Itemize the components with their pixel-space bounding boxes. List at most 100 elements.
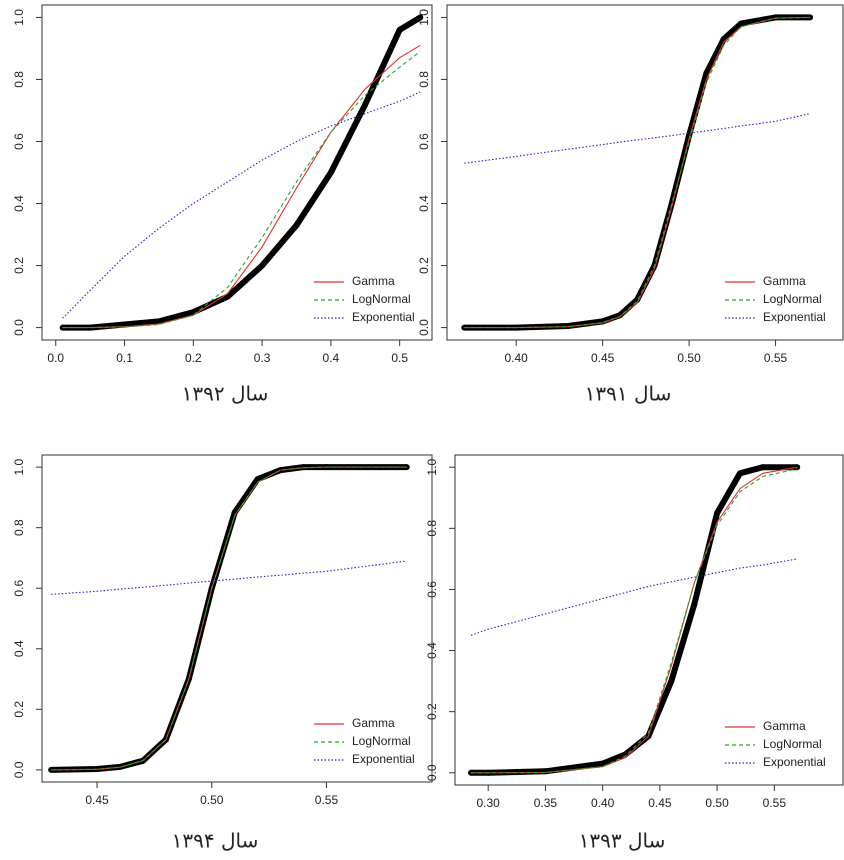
legend-label: Exponential [763, 310, 826, 324]
cdf-line [62, 51, 421, 329]
x-tick-label: 0.45 [591, 351, 615, 365]
empirical-point [542, 768, 549, 775]
x-tick-label: 0.55 [763, 796, 787, 810]
y-tick-label: 0.4 [12, 195, 26, 212]
legend-label: LogNormal [352, 734, 411, 748]
legend-label: LogNormal [763, 737, 822, 751]
x-tick-label: 0.40 [504, 351, 528, 365]
empirical-point [155, 318, 162, 325]
x-tick-label: 0.55 [315, 793, 339, 807]
cdf-line [471, 468, 798, 774]
x-tick-label: 0.3 [254, 351, 271, 365]
panel-caption: سال ۱۳۹۱ [585, 382, 672, 406]
y-tick-label: 0.2 [417, 257, 431, 274]
empirical-point [720, 36, 727, 43]
x-tick-label: 0.2 [185, 351, 202, 365]
empirical-point [736, 470, 743, 477]
x-tick-label: 0.40 [591, 796, 615, 810]
y-tick-label: 0.2 [425, 703, 439, 720]
plot-frame [41, 4, 433, 341]
y-tick-label: 0.8 [12, 519, 26, 536]
empirical-point [565, 323, 572, 330]
legend-label: Gamma [763, 274, 806, 288]
empirical-point [668, 678, 675, 685]
cdf-line [51, 466, 407, 771]
y-tick-label: 1.0 [12, 9, 26, 26]
y-tick-label: 0.8 [12, 71, 26, 88]
empirical-point [759, 464, 766, 471]
x-tick-label: 0.50 [705, 796, 729, 810]
y-tick-label: 0.8 [425, 520, 439, 537]
y-tick-label: 0.6 [417, 133, 431, 150]
y-tick-label: 0.6 [425, 581, 439, 598]
empirical-point [300, 464, 307, 471]
y-tick-label: 0.0 [417, 319, 431, 336]
cdf-line [51, 560, 407, 595]
empirical-point [703, 70, 710, 77]
plot-frame [41, 454, 433, 783]
empirical-point [691, 601, 698, 608]
x-tick-label: 0.30 [477, 796, 501, 810]
legend-label: Gamma [763, 719, 806, 733]
y-tick-label: 1.0 [12, 458, 26, 475]
empirical-point [417, 14, 424, 21]
y-tick-label: 0.0 [12, 319, 26, 336]
x-tick-label: 0.50 [677, 351, 701, 365]
legend-label: Gamma [352, 274, 395, 288]
legend-label: Exponential [763, 755, 826, 769]
y-tick-label: 1.0 [425, 459, 439, 476]
empirical-point [254, 476, 261, 483]
legend-label: Gamma [352, 716, 395, 730]
y-tick-label: 0.0 [12, 761, 26, 778]
empirical-point [48, 766, 55, 773]
x-tick-label: 0.0 [47, 351, 64, 365]
empirical-line [471, 464, 798, 776]
panel-caption: سال ۱۳۹۳ [579, 829, 666, 853]
empirical-point [714, 510, 721, 517]
empirical-point [737, 20, 744, 27]
cdf-line [62, 91, 421, 319]
cdf-line [464, 113, 811, 164]
empirical-point [807, 14, 814, 21]
plot-frame [454, 454, 844, 786]
empirical-point [293, 222, 300, 229]
x-tick-label: 0.1 [116, 351, 133, 365]
plot-frame [446, 4, 844, 341]
legend-label: Exponential [352, 310, 415, 324]
empirical-point [772, 14, 779, 21]
empirical-point [121, 321, 128, 328]
x-tick-label: 0.45 [85, 793, 109, 807]
y-tick-label: 0.4 [417, 195, 431, 212]
x-tick-label: 0.35 [534, 796, 558, 810]
empirical-point [396, 26, 403, 33]
y-tick-label: 0.4 [425, 642, 439, 659]
x-tick-label: 0.45 [648, 796, 672, 810]
y-tick-label: 0.8 [417, 71, 431, 88]
empirical-point [794, 464, 801, 471]
x-tick-label: 0.4 [323, 351, 340, 365]
y-tick-label: 0.6 [12, 133, 26, 150]
x-tick-label: 0.55 [764, 351, 788, 365]
empirical-point [327, 169, 334, 176]
cdf-line [464, 16, 811, 329]
empirical-point [362, 101, 369, 108]
cdf-line [464, 16, 811, 329]
y-tick-label: 0.6 [12, 580, 26, 597]
legend-label: Exponential [352, 752, 415, 766]
empirical-point [599, 760, 606, 767]
legend-label: LogNormal [763, 292, 822, 306]
empirical-line [62, 14, 422, 331]
y-tick-label: 0.2 [12, 257, 26, 274]
legend-label: LogNormal [352, 292, 411, 306]
y-tick-label: 0.4 [12, 640, 26, 657]
empirical-point [259, 262, 266, 269]
panel-caption: سال ۱۳۹۴ [172, 829, 259, 853]
y-tick-label: 0.2 [12, 701, 26, 718]
y-tick-label: 0.0 [425, 764, 439, 781]
empirical-point [461, 324, 468, 331]
empirical-line [464, 14, 811, 331]
cdf-line [470, 558, 798, 636]
x-tick-label: 0.50 [200, 793, 224, 807]
